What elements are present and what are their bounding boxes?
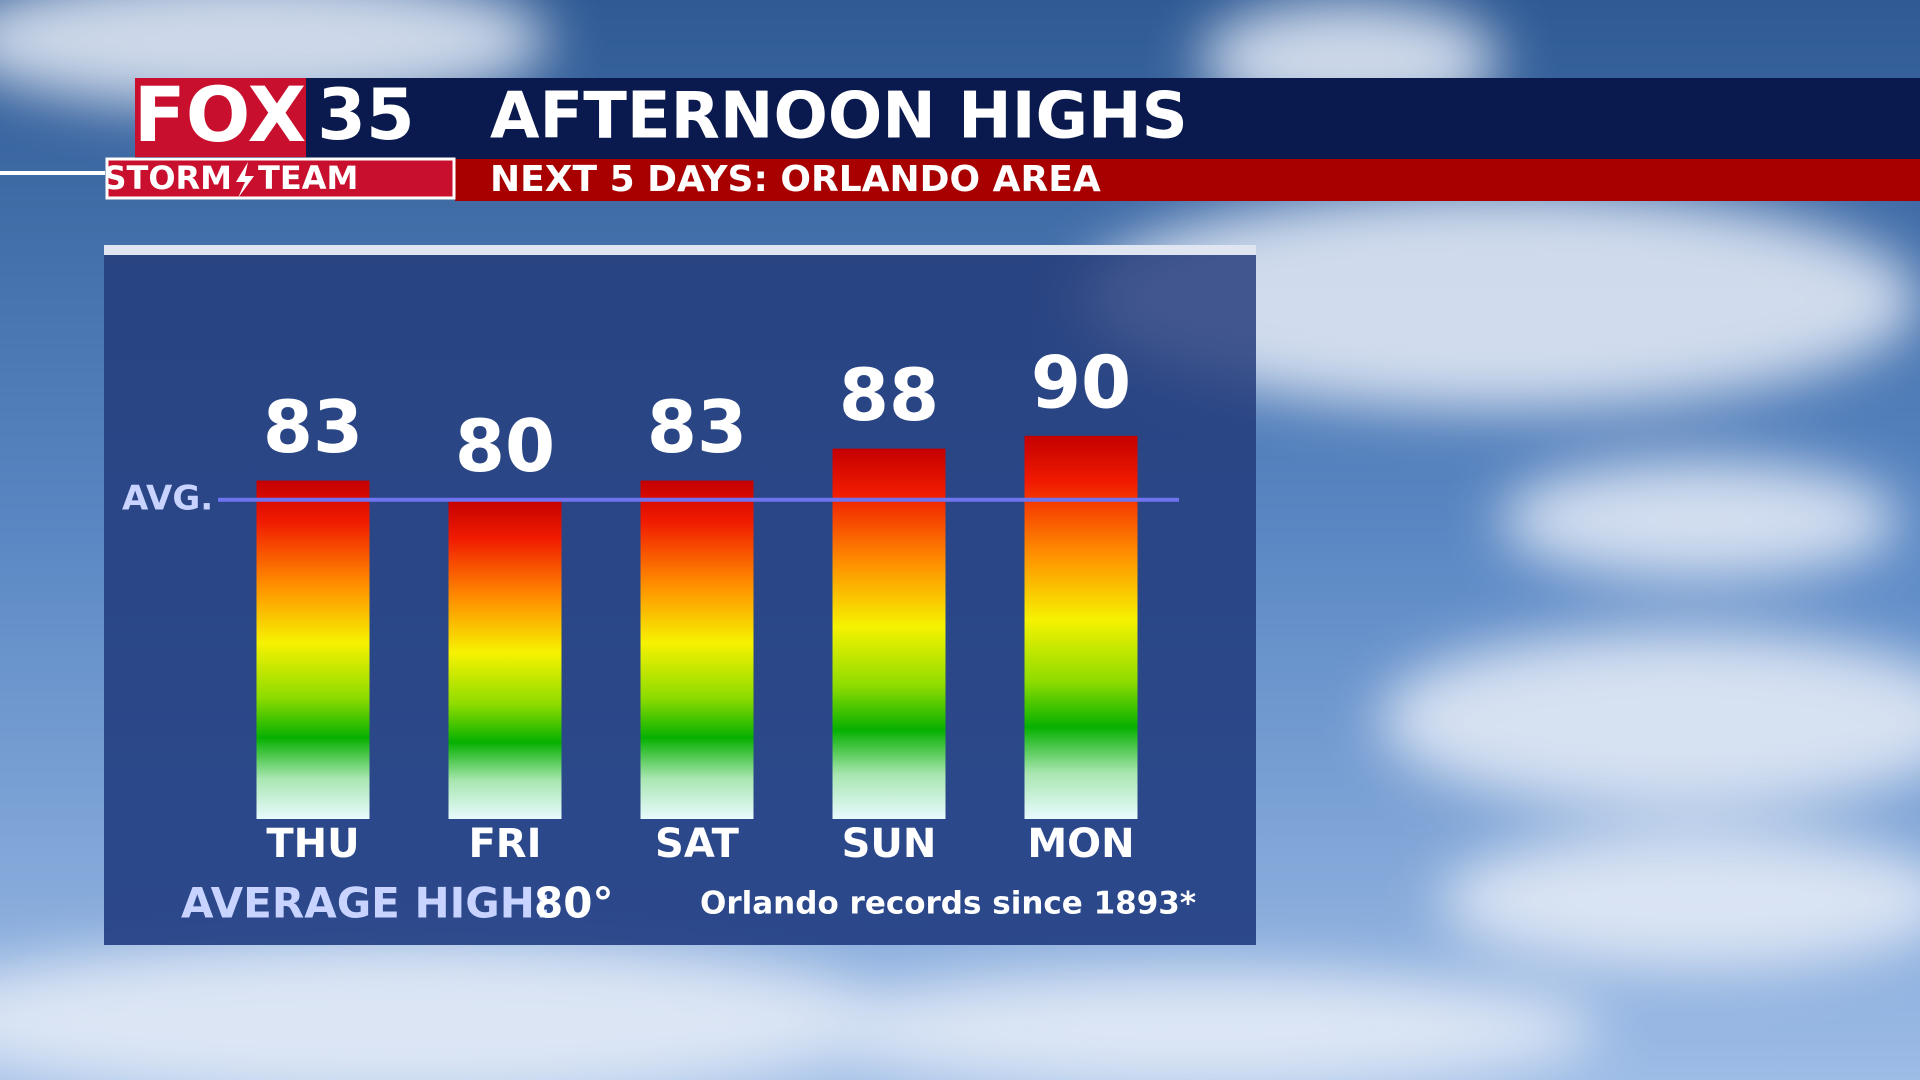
records-note: Orlando records since 1893*: [700, 886, 1196, 922]
value-label: 83: [263, 385, 363, 469]
average-line-label: AVG.: [122, 479, 213, 519]
subtitle-band: [455, 159, 1920, 201]
category-label: FRI: [468, 821, 541, 867]
team-box: [105, 157, 456, 200]
value-label: 83: [647, 385, 747, 469]
chart-subtitle: NEXT 5 DAYS: ORLANDO AREA: [490, 159, 1101, 200]
value-label: 90: [1031, 340, 1131, 424]
team-first: STORM: [103, 159, 232, 197]
category-label: SAT: [655, 821, 740, 867]
panel-top-border: [104, 245, 1256, 255]
average-caption: AVERAGE HIGH:: [181, 879, 552, 928]
team-second: TEAM: [258, 159, 358, 197]
value-label: 88: [839, 353, 939, 437]
title-band: [135, 78, 1920, 160]
bar: [640, 480, 754, 819]
bar: [1024, 435, 1138, 819]
logo-name: FOX: [134, 70, 306, 159]
value-label: 80: [455, 404, 555, 488]
average-value: 80°: [534, 879, 613, 928]
category-label: SUN: [842, 821, 937, 867]
chart-title: AFTERNOON HIGHS: [490, 80, 1188, 154]
category-label: THU: [266, 821, 359, 867]
bar: [832, 448, 946, 819]
lightning-icon: [236, 162, 254, 198]
logo-box: [135, 78, 306, 157]
bar: [448, 499, 562, 819]
category-label: MON: [1027, 821, 1134, 867]
logo-channel: 35: [317, 74, 414, 156]
bar: [256, 480, 370, 819]
